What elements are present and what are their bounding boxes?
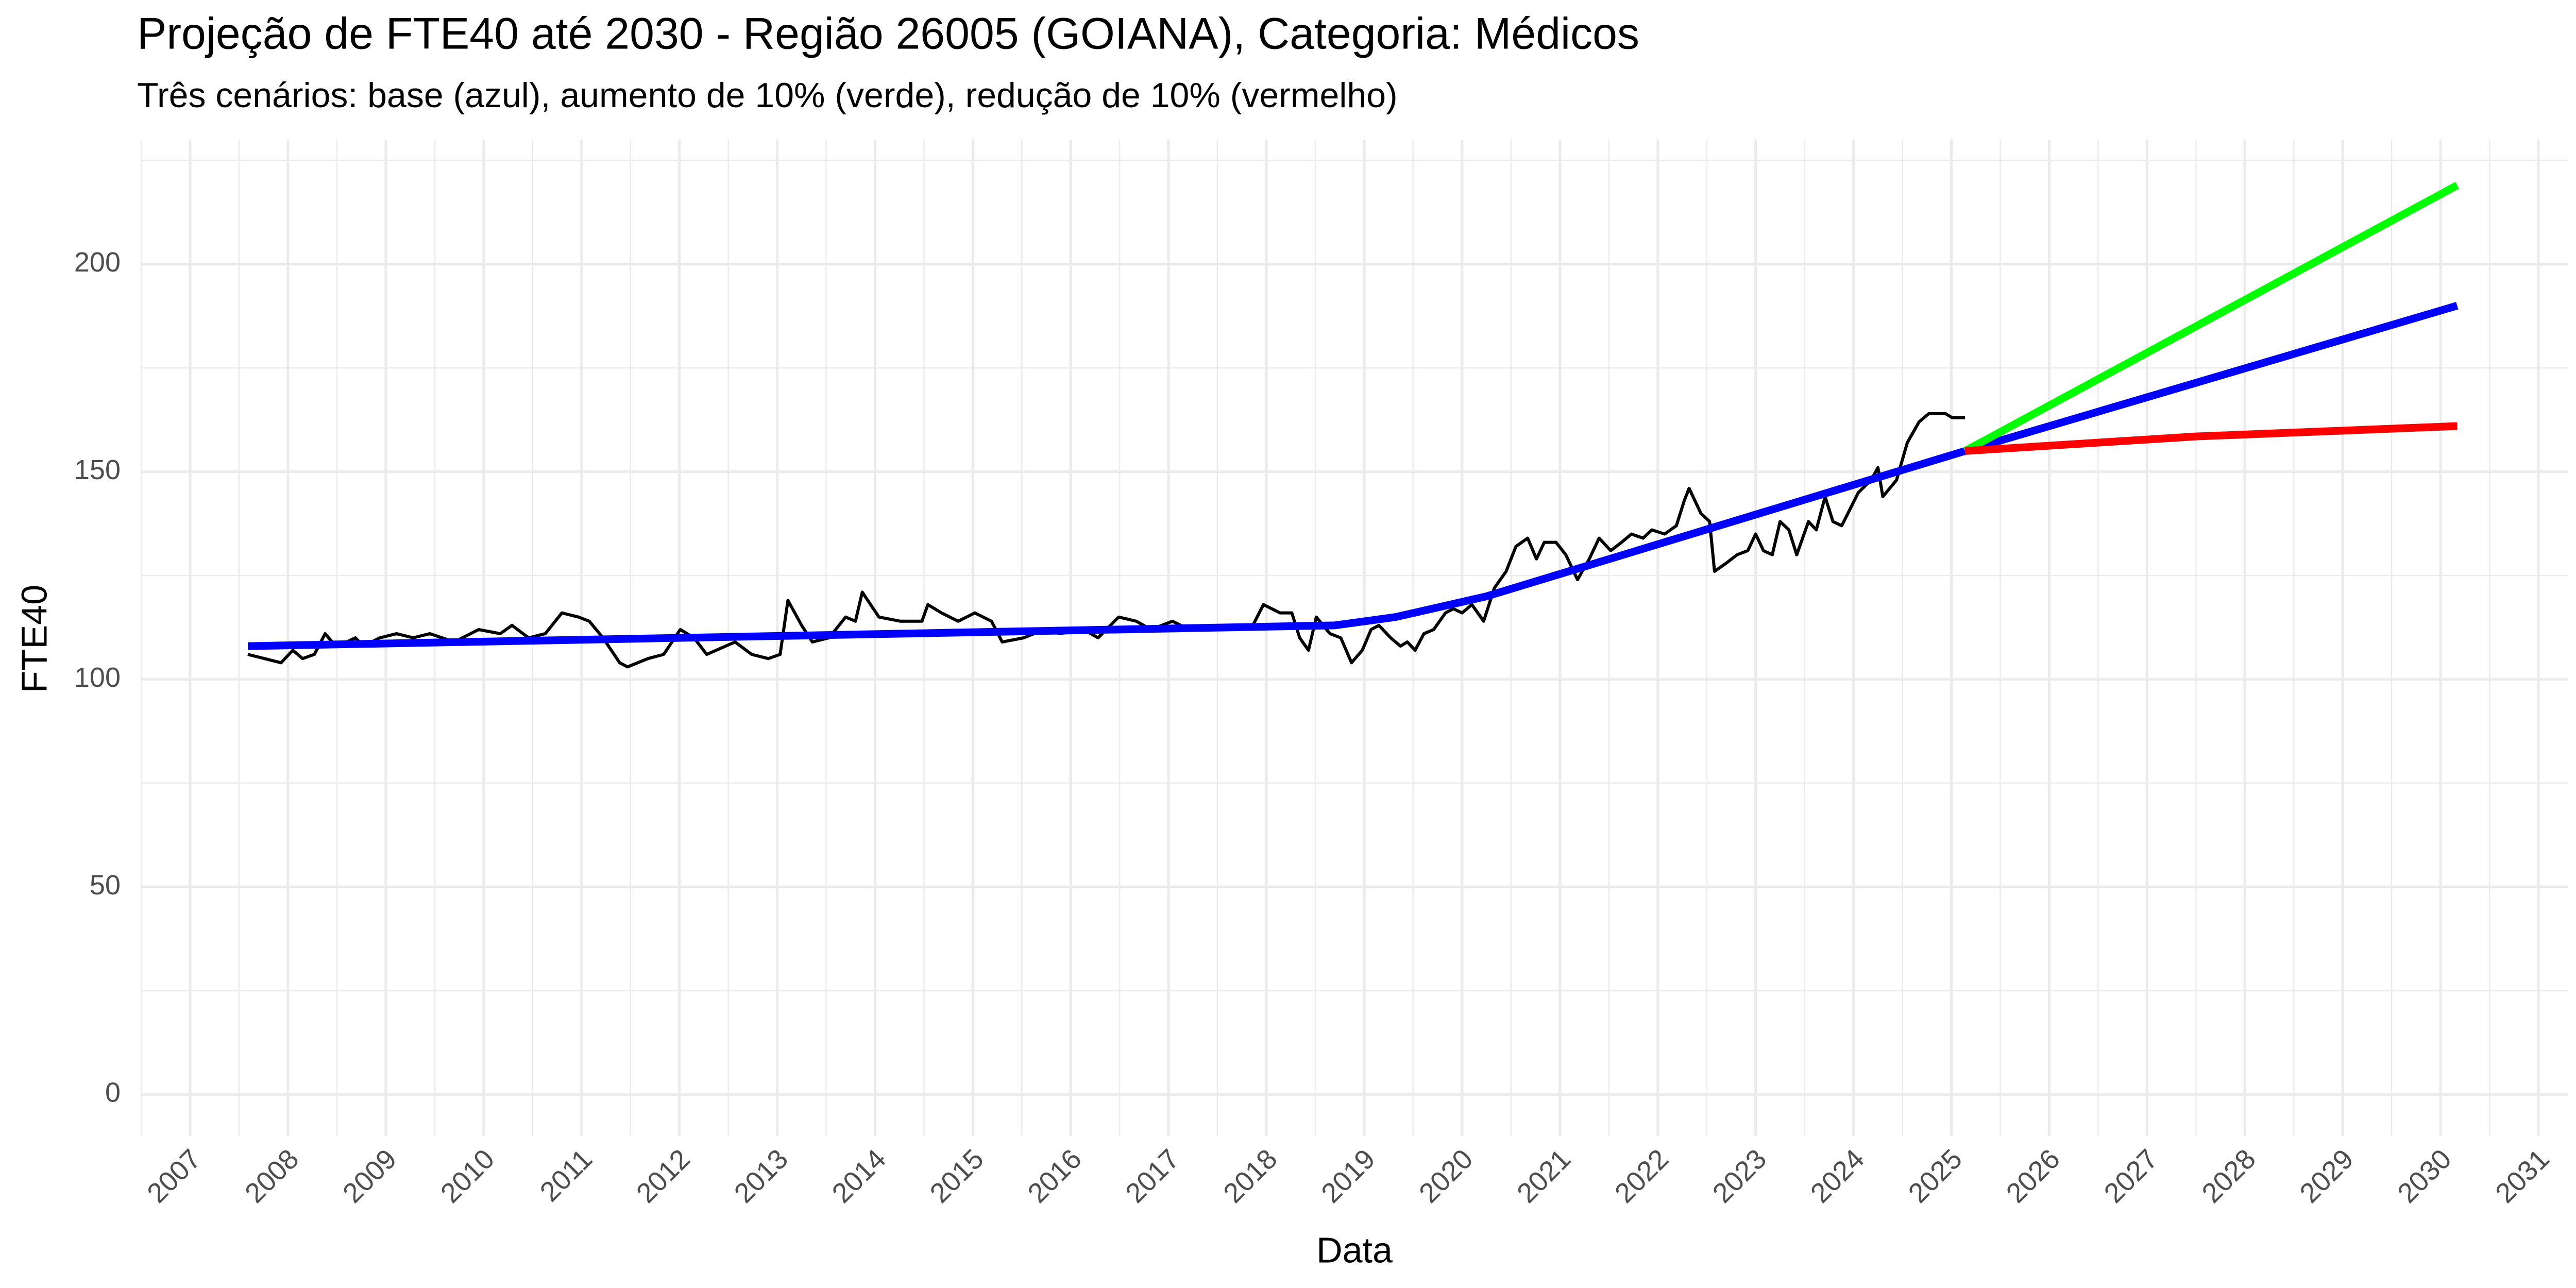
grid <box>140 140 2568 1136</box>
y-tick-label: 0 <box>105 1077 121 1108</box>
chart-subtitle: Três cenários: base (azul), aumento de 1… <box>137 76 1398 115</box>
chart-title: Projeção de FTE40 até 2030 - Região 2600… <box>137 9 1639 59</box>
series-line <box>1963 182 2459 454</box>
y-tick-label: 100 <box>74 662 121 693</box>
series-line <box>1964 422 2458 455</box>
y-tick-label: 50 <box>90 870 121 901</box>
series-line <box>247 302 2459 650</box>
x-axis-title: Data <box>1316 1230 1393 1270</box>
plot-lines <box>247 182 2459 669</box>
y-tick-label: 150 <box>74 454 121 485</box>
y-tick-label: 200 <box>74 247 121 278</box>
y-axis-title: FTE40 <box>14 585 54 693</box>
